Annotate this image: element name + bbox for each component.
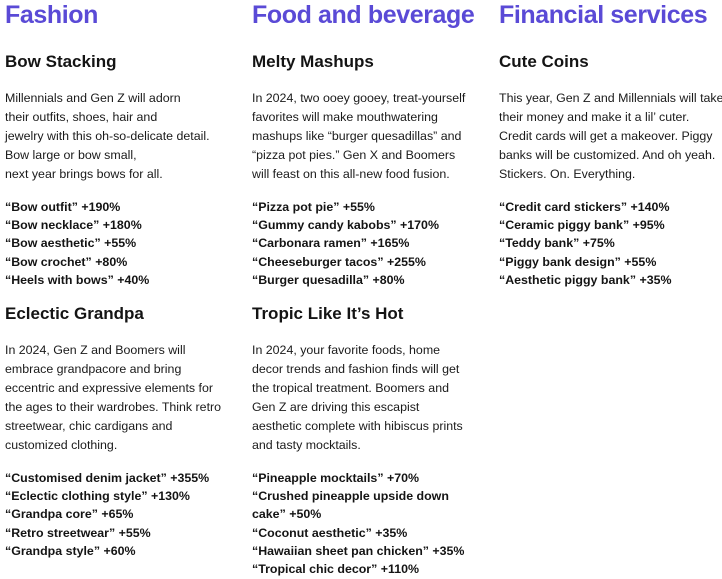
trend-item: “Customised denim jacket” +355% — [5, 471, 210, 485]
trend-item: “Ceramic piggy bank” +95% — [499, 218, 665, 233]
section-description: Millennials and Gen Z will adorn their o… — [5, 91, 210, 181]
trend-item: “Hawaiian sheet pan chicken” +35% — [252, 543, 465, 558]
section-title: Cute Coins — [499, 52, 589, 71]
trend-item: “Bow necklace” +180% — [5, 218, 142, 233]
trend-list: “Pineapple mocktails” +70% “Crushed pine… — [252, 469, 477, 578]
trend-item: “Bow outfit” +190% — [5, 200, 121, 214]
trend-item: “Burger quesadilla” +80% — [252, 272, 405, 287]
trend-section-eclectic-grandpa: Eclectic Grandpa In 2024, Gen Z and Boom… — [5, 303, 230, 560]
section-description: In 2024, your favorite foods, home decor… — [252, 343, 463, 452]
trend-section-cute-coins: Cute Coins This year, Gen Z and Millenni… — [499, 51, 722, 289]
section-title: Tropic Like It’s Hot — [252, 304, 404, 323]
trend-list: “Customised denim jacket” +355% “Eclecti… — [5, 469, 230, 560]
trend-item: “Pizza pot pie” +55% — [252, 200, 375, 214]
trend-list: “Credit card stickers” +140% “Ceramic pi… — [499, 198, 722, 289]
section-title: Bow Stacking — [5, 52, 117, 71]
trend-section-bow-stacking: Bow Stacking Millennials and Gen Z will … — [5, 51, 230, 289]
trend-list: “Bow outfit” +190% “Bow necklace” +180% … — [5, 198, 230, 289]
trend-item: “Carbonara ramen” +165% — [252, 236, 410, 251]
trend-item: “Credit card stickers” +140% — [499, 200, 670, 214]
trend-item: “Cheeseburger tacos” +255% — [252, 254, 426, 269]
trend-item: “Aesthetic piggy bank” +35% — [499, 272, 672, 287]
category-heading-fashion: Fashion — [5, 1, 99, 29]
trend-item: “Grandpa style” +60% — [5, 543, 136, 558]
trend-item: “Crushed pineapple upside down cake” +50… — [252, 489, 449, 522]
category-heading-food-and-beverage: Food and beverage — [252, 1, 475, 29]
trend-item: “Coconut aesthetic” +35% — [252, 525, 408, 540]
section-title: Eclectic Grandpa — [5, 304, 144, 323]
trend-item: “Gummy candy kabobs” +170% — [252, 218, 439, 233]
trend-item: “Teddy bank” +75% — [499, 236, 615, 251]
trend-item: “Heels with bows” +40% — [5, 272, 150, 287]
trend-item: “Retro streetwear” +55% — [5, 525, 151, 540]
section-description: This year, Gen Z and Millennials will ta… — [499, 91, 722, 181]
trend-item: “Pineapple mocktails” +70% — [252, 471, 420, 485]
trend-item: “Eclectic clothing style” +130% — [5, 489, 190, 504]
trend-item: “Tropical chic decor” +110% — [252, 562, 420, 577]
trend-item: “Piggy bank design” +55% — [499, 254, 657, 269]
section-description: In 2024, Gen Z and Boomers will embrace … — [5, 343, 222, 452]
category-heading-financial-services: Financial services — [499, 1, 708, 29]
trend-list: “Pizza pot pie” +55% “Gummy candy kabobs… — [252, 198, 477, 289]
trend-section-melty-mashups: Melty Mashups In 2024, two ooey gooey, t… — [252, 51, 477, 289]
trend-item: “Grandpa core” +65% — [5, 507, 134, 522]
section-description: In 2024, two ooey gooey, treat-yourself … — [252, 91, 466, 181]
trend-item: “Bow crochet” +80% — [5, 254, 128, 269]
section-title: Melty Mashups — [252, 52, 374, 71]
trend-section-tropic-like-its-hot: Tropic Like It’s Hot In 2024, your favor… — [252, 303, 477, 578]
trend-item: “Bow aesthetic” +55% — [5, 236, 137, 251]
